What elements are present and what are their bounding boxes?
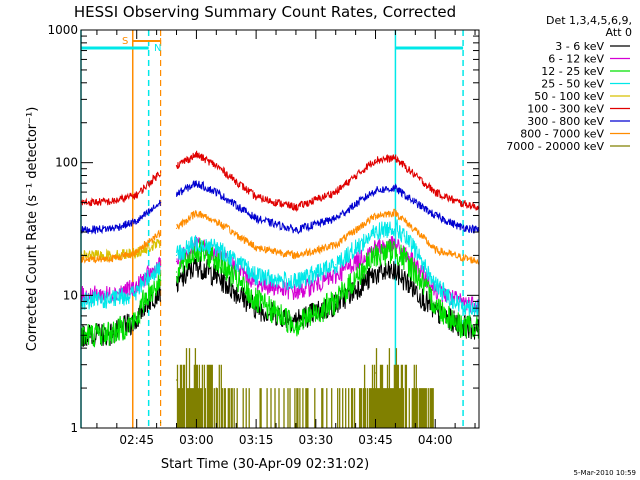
plot-area: SN (80, 30, 480, 429)
data-point (112, 298, 114, 301)
series-100-300kev (80, 150, 480, 213)
data-point (175, 254, 178, 256)
y-tick-label: 100 (55, 156, 78, 170)
x-tick-label: 03:45 (358, 433, 393, 447)
legend-label: 100 - 300 keV (527, 103, 604, 116)
data-point (160, 171, 162, 173)
legend-label: 12 - 25 keV (541, 65, 604, 78)
night-label: N (154, 43, 161, 54)
x-tick-label: 03:15 (239, 433, 274, 447)
data-point (160, 265, 162, 268)
series-line (80, 238, 480, 348)
y-tick-label: 10 (63, 288, 78, 302)
series-12-25kev (80, 238, 480, 348)
data-point (434, 304, 436, 306)
data-point (160, 421, 162, 424)
data-point (374, 372, 377, 374)
saa-label: S (122, 36, 128, 47)
data-point (160, 241, 162, 244)
plot-frame (80, 29, 480, 429)
legend-label: 6 - 12 keV (548, 53, 604, 66)
y-axis-label: Corrected Count Rate (s⁻¹ detector⁻¹) (25, 107, 40, 352)
series-line (80, 208, 480, 265)
y-tick-label: 1 (70, 421, 78, 435)
data-point (335, 264, 337, 266)
legend-label: 50 - 100 keV (534, 90, 604, 103)
x-tick-label: 03:00 (179, 433, 214, 447)
series-800-7000kev (80, 208, 480, 265)
series-7000-20000kev (160, 348, 436, 429)
legend-label: 7000 - 20000 keV (506, 140, 604, 153)
axes: 1 10 100 1000 02:45 03:00 03:15 03:30 03:45 04:00 (47, 23, 479, 447)
series-line (80, 219, 480, 317)
x-tick-label: 04:00 (418, 433, 453, 447)
timestamp: 5-Mar-2010 10:59 (574, 469, 636, 477)
legend-label: 800 - 7000 keV (520, 128, 604, 141)
x-tick-label: 03:30 (299, 433, 334, 447)
series-line (80, 150, 480, 213)
legend-label: 3 - 6 keV (555, 40, 604, 53)
legend-label: 25 - 50 keV (541, 78, 604, 91)
data-point (175, 227, 178, 229)
data-point (175, 271, 178, 273)
series-line (80, 179, 480, 235)
legend-title: Att 0 (606, 26, 632, 39)
data-point (175, 379, 178, 381)
x-axis-label: Start Time (30-Apr-09 02:31:02) (161, 457, 369, 472)
chart-title: HESSI Observing Summary Count Rates, Cor… (74, 3, 456, 21)
legend-label: 300 - 800 keV (527, 115, 604, 128)
data-point (414, 202, 416, 204)
legend-title: Det 1,3,4,5,6,9, (546, 14, 632, 27)
series-line (176, 348, 434, 428)
x-tick-label: 02:45 (119, 433, 154, 447)
y-tick-label: 1000 (47, 23, 78, 37)
